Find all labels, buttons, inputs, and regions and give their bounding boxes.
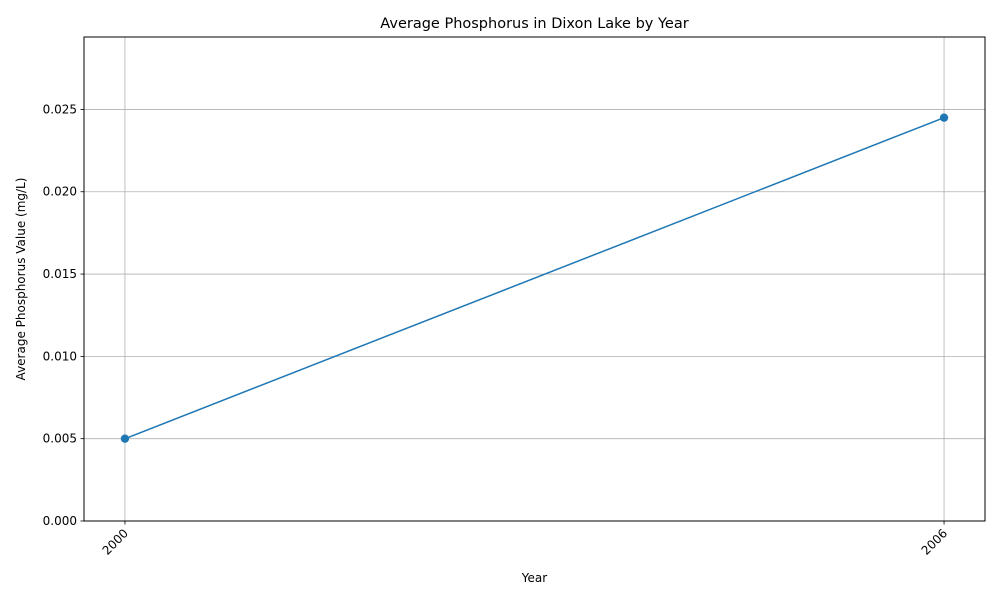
series-layer [120,113,949,443]
data-point [120,434,130,443]
y-axis-ticks: 0.000 0.005 0.010 0.015 0.020 0.025 [43,102,84,528]
y-tick-label: 0.015 [43,267,77,281]
y-tick-label: 0.005 [43,432,77,446]
x-tick-label: 2000 [100,526,131,557]
y-axis-label: Average Phosphorus Value (mg/L) [14,178,28,381]
x-axis-ticks: 2000 2006 [100,521,950,558]
data-point [939,113,949,122]
y-tick-label: 0.025 [43,102,77,116]
x-tick-label: 2006 [919,526,950,557]
x-axis-label: Year [521,571,547,585]
y-tick-label: 0.020 [43,185,77,199]
grid-lines [84,37,985,522]
chart-title: Average Phosphorus in Dixon Lake by Year [380,16,688,32]
series-line [124,116,945,440]
y-tick-label: 0.010 [43,349,77,363]
plot-area-frame [83,36,986,522]
y-tick-label: 0.000 [43,514,77,528]
